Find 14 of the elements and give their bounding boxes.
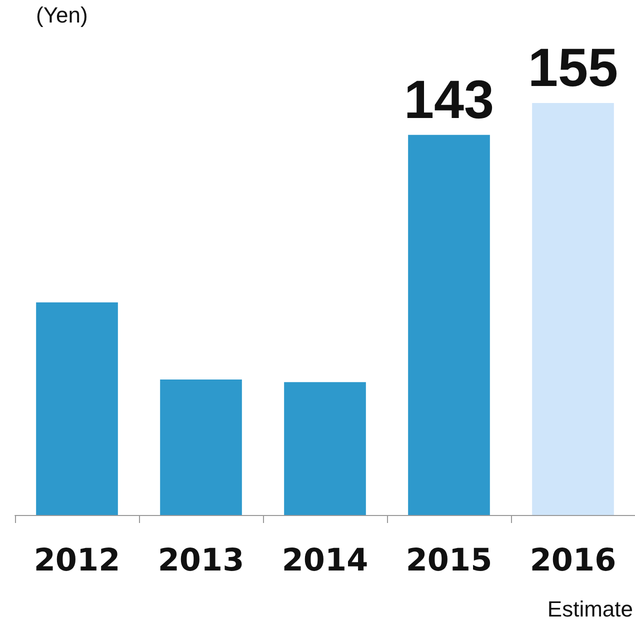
x-tick-label: 2012 [34, 542, 120, 578]
data-label: 143 [404, 70, 494, 130]
text: Estimate [547, 596, 634, 622]
x-tick-label: 2015 [406, 542, 492, 578]
x-tick-label: 2016 [530, 542, 616, 578]
x-tick-label: 2014 [282, 542, 368, 578]
bar [160, 379, 242, 515]
data-label: 155 [528, 38, 618, 98]
x-tick-label: 2013 [158, 542, 244, 578]
y-axis-title: (Yen) [36, 2, 88, 28]
bar [532, 103, 614, 515]
bar [36, 302, 118, 515]
bar [284, 382, 366, 515]
bar [408, 134, 490, 515]
